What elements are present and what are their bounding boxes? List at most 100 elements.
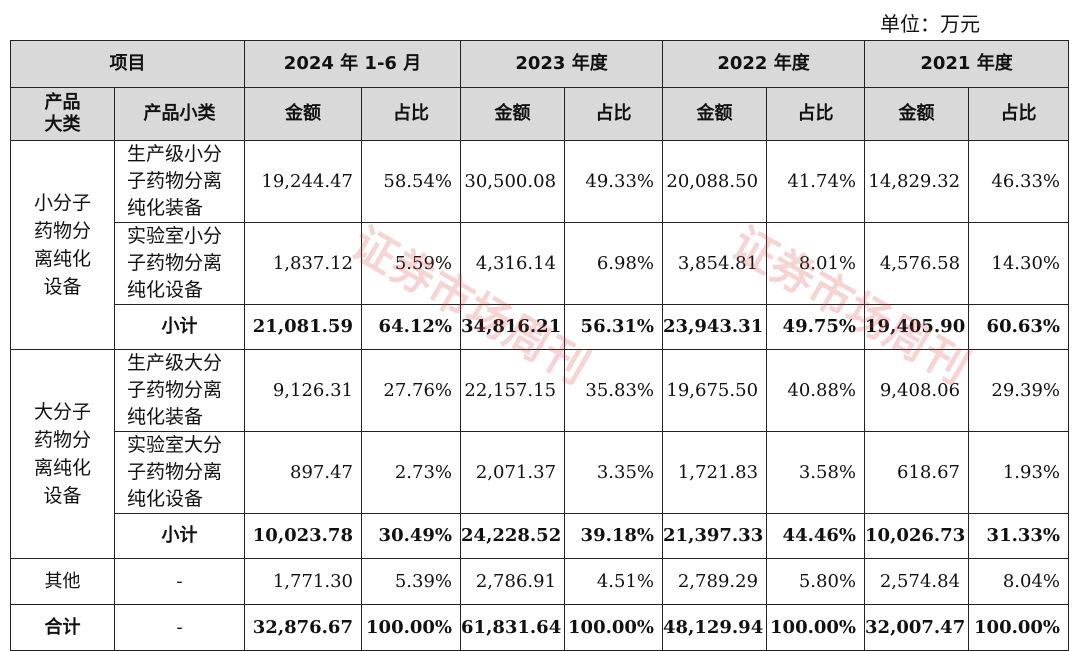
header-period: 2022 年度: [662, 40, 866, 88]
header-ratio: 占比: [564, 87, 664, 141]
subcategory-cell: 生产级小分 子药物分离 纯化装备: [114, 140, 245, 223]
subcategory-cell: 实验室大分 子药物分离 纯化设备: [114, 431, 245, 514]
ratio-cell: 56.31%: [564, 304, 664, 350]
amount-cell: 32,876.67: [244, 604, 362, 651]
amount-cell: 22,157.15: [460, 349, 566, 432]
amount-cell: 24,228.52: [460, 513, 566, 559]
total-row-sub: -: [114, 604, 245, 651]
header-ratio: 占比: [968, 87, 1070, 141]
table-row: 实验室小分 子药物分离 纯化设备 1,837.12 5.59% 4,316.14 6.98%…: [11, 222, 1070, 305]
amount-cell: 4,316.14: [460, 222, 566, 305]
amount-cell: 2,574.84: [864, 558, 970, 605]
ratio-cell: 44.46%: [766, 513, 866, 559]
ratio-cell: 35.83%: [564, 349, 664, 432]
ratio-cell: 100.00%: [564, 604, 664, 651]
ratio-cell: 5.80%: [766, 558, 866, 605]
ratio-cell: 40.88%: [766, 349, 866, 432]
amount-cell: 10,023.78: [244, 513, 362, 559]
amount-cell: 9,126.31: [244, 349, 362, 432]
header-period: 2024 年 1-6 月: [243, 40, 462, 88]
subcategory-cell: 实验室小分 子药物分离 纯化设备: [114, 222, 245, 305]
subcategory-cell: 生产级大分 子药物分离 纯化装备: [114, 349, 245, 432]
ratio-cell: 3.35%: [564, 431, 664, 514]
amount-cell: 2,786.91: [460, 558, 566, 605]
header-ratio: 占比: [360, 87, 462, 141]
table-row: 大分子 药物分 离纯化 设备 生产级大分 子药物分离 纯化装备 9,126.31 27.76% 2…: [10, 349, 1070, 559]
amount-cell: 9,408.06: [864, 349, 970, 432]
amount-cell: 2,789.29: [662, 558, 768, 605]
category-cell: 大分子 药物分 离纯化 设备: [10, 349, 115, 559]
subtotal-row: 小计 10,023.78 30.49% 24,228.52 39.18% 21,397.3…: [11, 513, 1070, 559]
header-item: 项目: [10, 40, 245, 88]
header-amount: 金额: [244, 87, 362, 141]
header-ratio: 占比: [766, 87, 866, 141]
total-row-label: 合计: [10, 604, 115, 651]
amount-cell: 1,837.12: [244, 222, 362, 305]
other-row: 其他 -1,771.30 5.39% 2,786.91 4.51% 2,789.29 5.8…: [10, 558, 1070, 605]
ratio-cell: 49.75%: [766, 304, 866, 350]
header-amount: 金额: [460, 87, 566, 141]
ratio-cell: 6.98%: [564, 222, 664, 305]
other-row-label: 其他: [10, 558, 115, 605]
ratio-cell: 5.39%: [360, 558, 462, 605]
amount-cell: 21,081.59: [244, 304, 362, 350]
ratio-cell: 60.63%: [968, 304, 1070, 350]
revenue-table: 项目 2024 年 1-6 月 2023 年度 2022 年度 2021 年度 …: [10, 40, 1070, 651]
ratio-cell: 27.76%: [360, 349, 462, 432]
ratio-cell: 46.33%: [968, 140, 1070, 223]
header-subcategory: 产品小类: [114, 87, 245, 141]
amount-cell: 14,829.32: [864, 140, 970, 223]
ratio-cell: 4.51%: [564, 558, 664, 605]
ratio-cell: 31.33%: [968, 513, 1070, 559]
amount-cell: 19,405.90: [864, 304, 970, 350]
table-row: 实验室大分 子药物分离 纯化设备 897.47 2.73% 2,071.37 3.35% 1,…: [11, 431, 1070, 514]
ratio-cell: 5.59%: [360, 222, 462, 305]
total-row: 合计 -32,876.67 100.00% 61,831.64 100.00% 48,12…: [10, 604, 1070, 651]
amount-cell: 32,007.47: [864, 604, 970, 651]
ratio-cell: 100.00%: [968, 604, 1070, 651]
ratio-cell: 29.39%: [968, 349, 1070, 432]
other-row-sub: -: [114, 558, 245, 605]
ratio-cell: 8.04%: [968, 558, 1070, 605]
ratio-cell: 100.00%: [766, 604, 866, 651]
amount-cell: 19,675.50: [662, 349, 768, 432]
header-amount: 金额: [662, 87, 768, 141]
subtotal-label: 小计: [114, 304, 245, 350]
ratio-cell: 8.01%: [766, 222, 866, 305]
amount-cell: 21,397.33: [662, 513, 768, 559]
ratio-cell: 39.18%: [564, 513, 664, 559]
header-category: 产品 大类: [10, 87, 115, 141]
ratio-cell: 58.54%: [360, 140, 462, 223]
ratio-cell: 14.30%: [968, 222, 1070, 305]
amount-cell: 2,071.37: [460, 431, 566, 514]
category-cell: 小分子 药物分 离纯化 设备: [10, 140, 115, 350]
ratio-cell: 64.12%: [360, 304, 462, 350]
amount-cell: 23,943.31: [662, 304, 768, 350]
amount-cell: 34,816.21: [460, 304, 566, 350]
amount-cell: 4,576.58: [864, 222, 970, 305]
amount-cell: 897.47: [244, 431, 362, 514]
amount-cell: 10,026.73: [864, 513, 970, 559]
amount-cell: 3,854.81: [662, 222, 768, 305]
header-category-label: 产品 大类: [44, 92, 81, 135]
ratio-cell: 30.49%: [360, 513, 462, 559]
amount-cell: 19,244.47: [244, 140, 362, 223]
table-row: 小分子 药物分 离纯化 设备 生产级小分 子药物分离 纯化装备 19,244.47 58.54%…: [10, 140, 1070, 350]
amount-cell: 618.67: [864, 431, 970, 514]
amount-cell: 1,771.30: [244, 558, 362, 605]
header-amount: 金额: [864, 87, 970, 141]
ratio-cell: 41.74%: [766, 140, 866, 223]
unit-label: 单位：万元: [880, 12, 980, 36]
ratio-cell: 1.93%: [968, 431, 1070, 514]
header-period: 2023 年度: [460, 40, 664, 88]
ratio-cell: 49.33%: [564, 140, 664, 223]
subtotal-row: 小计 21,081.59 64.12% 34,816.21 56.31% 23,943.3…: [11, 304, 1070, 350]
subtotal-label: 小计: [114, 513, 245, 559]
ratio-cell: 100.00%: [360, 604, 462, 651]
amount-cell: 20,088.50: [662, 140, 768, 223]
amount-cell: 48,129.94: [662, 604, 768, 651]
amount-cell: 30,500.08: [460, 140, 566, 223]
amount-cell: 61,831.64: [460, 604, 566, 651]
ratio-cell: 2.73%: [360, 431, 462, 514]
amount-cell: 1,721.83: [662, 431, 768, 514]
